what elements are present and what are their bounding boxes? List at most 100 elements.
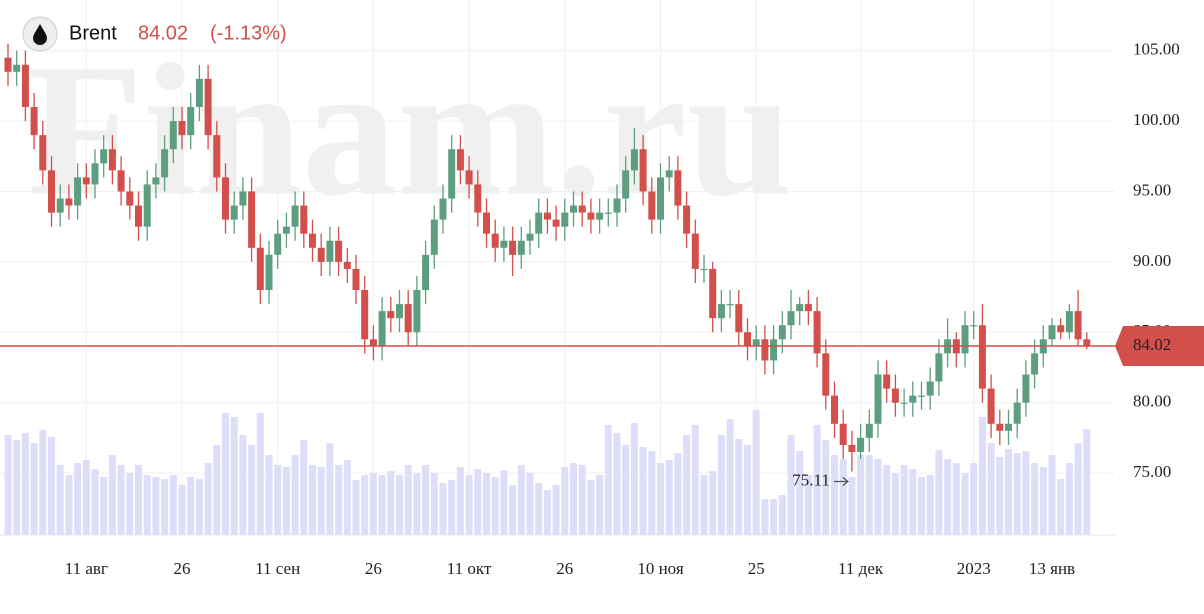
candle-body <box>918 395 925 397</box>
volume-bar <box>735 439 743 535</box>
volume-bar <box>13 440 21 535</box>
candle-body <box>4 57 12 72</box>
candle-body <box>178 121 186 136</box>
volume-bar <box>343 460 351 535</box>
candle-body <box>135 205 142 227</box>
volume-bar <box>396 475 403 535</box>
volume-bar <box>996 457 1004 535</box>
candle-body <box>744 332 751 347</box>
candle-body <box>639 149 647 192</box>
candle-body <box>483 212 490 234</box>
volume-bar <box>509 485 517 535</box>
volume-bar <box>378 475 386 535</box>
volume-bar <box>535 483 543 535</box>
volume-bar <box>648 451 656 535</box>
candle-body <box>265 254 273 291</box>
oil-drop <box>33 24 47 45</box>
volume-bar <box>317 467 325 535</box>
candle-body <box>883 374 891 389</box>
candle-body <box>343 261 351 269</box>
candle-body <box>961 325 969 354</box>
x-tick-label: 13 янв <box>1029 559 1075 578</box>
volume-bar <box>309 465 316 535</box>
watermark: Finam.ru <box>27 26 792 236</box>
volume-bar <box>778 495 786 535</box>
volume-bar <box>500 470 508 535</box>
volume-bar <box>752 410 760 535</box>
volume-bar <box>891 473 899 535</box>
volume-bar <box>935 450 943 535</box>
candle-body <box>822 353 830 396</box>
candle-body <box>256 247 264 291</box>
candle-body <box>1065 311 1073 333</box>
volume-bar <box>839 459 847 535</box>
volume-bar <box>822 440 830 535</box>
candle-body <box>161 149 169 178</box>
candle-body <box>596 212 604 220</box>
volume-bar <box>1083 429 1091 535</box>
volume-bar <box>230 417 238 535</box>
volume-bar <box>813 425 821 535</box>
volume-bar <box>874 459 882 535</box>
x-tick-label: 26 <box>556 559 573 578</box>
volume-bar <box>4 435 12 535</box>
candle-body <box>13 64 21 72</box>
candle-body <box>317 247 325 262</box>
volume-bar <box>491 477 499 535</box>
volume-bar <box>456 467 464 535</box>
volume-bar <box>804 475 812 535</box>
candle-body <box>1031 353 1039 375</box>
candle-body <box>169 121 177 150</box>
candle-body <box>926 381 934 396</box>
candle-body <box>500 240 508 248</box>
candle-body <box>813 311 821 354</box>
candle-body <box>91 163 99 185</box>
y-tick-label: 90.00 <box>1133 251 1171 270</box>
candle-body <box>335 240 343 262</box>
volume-bar <box>65 475 73 535</box>
volume-bar <box>717 435 725 535</box>
volume-bar <box>604 425 612 535</box>
volume-bar <box>561 467 569 535</box>
volume-bar <box>978 417 986 535</box>
volume-bar <box>248 445 256 535</box>
volume-bar <box>152 477 160 535</box>
candle-body <box>700 268 708 271</box>
volume-bar <box>857 455 865 535</box>
candle-body <box>752 339 760 347</box>
x-tick-label: 11 сен <box>255 559 300 578</box>
candle-body <box>509 240 517 255</box>
candle-body <box>630 149 638 171</box>
volume-bar <box>744 445 751 535</box>
candle-body <box>796 304 804 312</box>
candle-body <box>448 149 456 199</box>
candle-body <box>1005 423 1012 431</box>
symbol-name: Brent <box>69 22 117 44</box>
candle-body <box>282 226 290 234</box>
volume-bar <box>1074 443 1082 535</box>
volume-bar <box>848 477 856 535</box>
candle-body <box>970 325 978 327</box>
volume-bar <box>108 455 116 535</box>
volume-bar <box>448 480 456 535</box>
candle-body <box>874 374 882 424</box>
volume-bar <box>187 477 195 535</box>
candle-body <box>526 233 534 241</box>
y-tick-label: 95.00 <box>1133 180 1171 199</box>
candle-body <box>396 304 403 319</box>
volume-bar <box>831 455 838 535</box>
candle-body <box>74 177 82 206</box>
candle-body <box>39 135 47 171</box>
candle-body <box>604 212 612 214</box>
volume-bar <box>143 475 151 535</box>
candle-body <box>909 395 917 403</box>
volume-bar <box>726 419 734 535</box>
x-tick-label: 25 <box>748 559 765 578</box>
volume-bar <box>691 425 699 535</box>
volume-bar <box>674 453 682 535</box>
volume-bar <box>369 473 377 535</box>
volume-bar <box>683 435 691 535</box>
candle-body <box>787 311 795 326</box>
candle-body <box>535 212 543 234</box>
candle-body <box>100 149 108 164</box>
